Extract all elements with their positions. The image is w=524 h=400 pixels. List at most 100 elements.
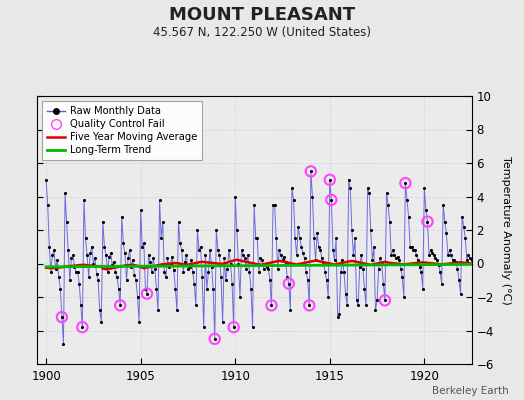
Point	[289, 197, 298, 203]
Point	[354, 302, 362, 308]
Point	[171, 286, 180, 292]
Point	[406, 244, 414, 250]
Point	[160, 269, 169, 275]
Point	[100, 244, 108, 250]
Point	[428, 250, 436, 257]
Point	[474, 286, 482, 292]
Point	[381, 297, 389, 304]
Point	[102, 252, 110, 258]
Point	[266, 277, 274, 284]
Point	[307, 168, 315, 174]
Point	[244, 252, 252, 258]
Point	[384, 202, 392, 208]
Point	[204, 269, 213, 275]
Point	[152, 286, 161, 292]
Point	[460, 224, 468, 230]
Point	[99, 218, 107, 225]
Point	[141, 286, 150, 292]
Point	[300, 255, 309, 262]
Point	[319, 259, 328, 265]
Point	[314, 244, 323, 250]
Point	[349, 252, 357, 258]
Point	[313, 230, 321, 236]
Point	[367, 227, 375, 233]
Point	[48, 252, 57, 258]
Point	[458, 214, 466, 220]
Point	[376, 255, 385, 262]
Point	[173, 307, 181, 314]
Point	[387, 252, 396, 258]
Point	[58, 314, 66, 320]
Point	[159, 218, 167, 225]
Point	[378, 260, 386, 267]
Point	[190, 280, 199, 287]
Point	[392, 255, 400, 262]
Point	[234, 260, 243, 267]
Point	[189, 269, 197, 275]
Point	[61, 190, 69, 196]
Point	[340, 269, 348, 275]
Point	[185, 264, 194, 270]
Point	[211, 336, 219, 342]
Point	[47, 269, 55, 275]
Point	[193, 227, 202, 233]
Text: MOUNT PLEASANT: MOUNT PLEASANT	[169, 6, 355, 24]
Point	[237, 247, 246, 253]
Point	[72, 269, 80, 275]
Point	[411, 247, 419, 253]
Point	[344, 176, 353, 183]
Point	[281, 259, 290, 265]
Point	[165, 264, 173, 270]
Point	[338, 257, 346, 263]
Point	[261, 260, 269, 267]
Point	[316, 247, 324, 253]
Point	[259, 265, 268, 272]
Point	[272, 235, 280, 242]
Point	[389, 247, 397, 253]
Point	[119, 240, 127, 246]
Point	[256, 255, 265, 262]
Point	[308, 193, 316, 200]
Point	[88, 244, 96, 250]
Point	[325, 176, 334, 183]
Point	[280, 254, 288, 260]
Point	[228, 280, 236, 287]
Point	[441, 218, 449, 225]
Point	[373, 297, 381, 304]
Point	[329, 247, 337, 253]
Point	[86, 250, 94, 257]
Point	[303, 277, 312, 284]
Point	[419, 286, 427, 292]
Point	[379, 280, 388, 287]
Point	[336, 269, 345, 275]
Point	[247, 286, 255, 292]
Point	[408, 244, 416, 250]
Point	[242, 265, 250, 272]
Point	[128, 257, 137, 263]
Point	[230, 324, 238, 330]
Point	[64, 247, 72, 253]
Point	[401, 180, 410, 186]
Point	[438, 280, 446, 287]
Point	[286, 307, 294, 314]
Point	[431, 255, 440, 262]
Point	[231, 193, 239, 200]
Point	[258, 257, 266, 263]
Point	[305, 302, 313, 308]
Point	[386, 218, 394, 225]
Point	[78, 324, 86, 330]
Point	[116, 302, 124, 308]
Point	[346, 185, 354, 191]
Point	[311, 257, 320, 263]
Point	[56, 286, 64, 292]
Point	[239, 252, 247, 258]
Point	[192, 302, 200, 308]
Point	[62, 218, 71, 225]
Point	[471, 260, 479, 267]
Point	[133, 294, 141, 300]
Point	[45, 244, 53, 250]
Point	[250, 202, 258, 208]
Point	[264, 265, 272, 272]
Point	[145, 252, 153, 258]
Point	[80, 197, 88, 203]
